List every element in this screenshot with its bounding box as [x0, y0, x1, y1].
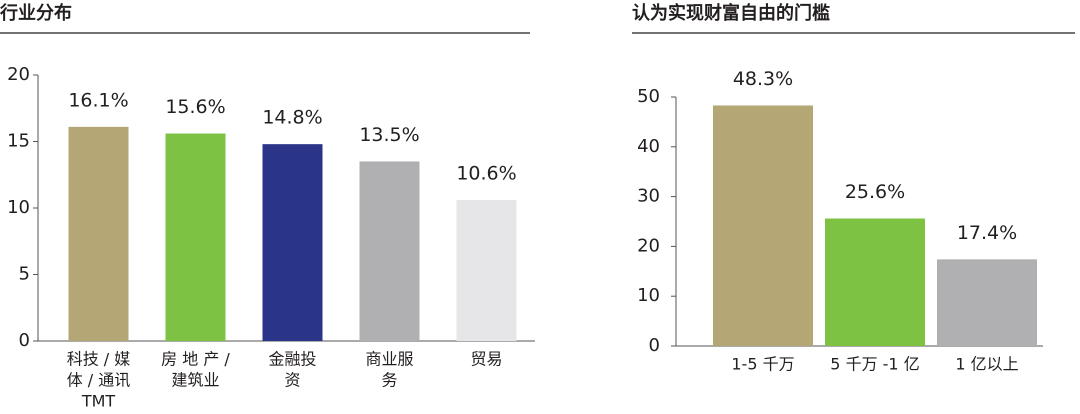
- chart-title: 行业分布: [0, 2, 72, 24]
- bar: [825, 218, 925, 346]
- x-tick-label: 金融投: [268, 350, 316, 369]
- value-label: 16.1%: [68, 89, 128, 111]
- chart-title: 认为实现财富自由的门槛: [632, 2, 830, 24]
- value-label: 25.6%: [845, 181, 905, 203]
- y-tick-label: 30: [637, 186, 660, 207]
- value-label: 13.5%: [359, 124, 419, 146]
- x-tick-label: 体 / 通讯: [67, 371, 131, 390]
- x-tick-label: 房 地 产 /: [161, 350, 230, 369]
- y-tick-label: 50: [637, 86, 660, 107]
- bar: [937, 259, 1037, 346]
- value-label: 14.8%: [262, 107, 322, 129]
- value-label: 17.4%: [957, 222, 1017, 244]
- x-tick-label: 务: [381, 371, 397, 390]
- x-tick-label: TMT: [81, 392, 116, 411]
- bar: [713, 105, 813, 346]
- x-tick-label: 建筑业: [171, 371, 219, 390]
- y-tick-label: 10: [637, 285, 660, 306]
- bar: [68, 126, 129, 342]
- y-tick-label: 0: [649, 335, 660, 356]
- bar: [359, 161, 420, 341]
- x-tick-label: 科技 / 媒: [67, 350, 131, 369]
- x-tick-label: 贸易: [470, 350, 502, 369]
- bar: [262, 144, 323, 341]
- y-tick-label: 5: [19, 264, 30, 285]
- y-tick-label: 20: [7, 64, 30, 85]
- x-tick-label: 资: [284, 371, 300, 390]
- y-tick-label: 15: [7, 131, 30, 152]
- bar: [165, 133, 226, 341]
- x-tick-label: 1 亿以上: [955, 355, 1018, 374]
- x-tick-label: 商业服: [365, 350, 413, 369]
- x-tick-label: 1-5 千万: [731, 355, 794, 374]
- y-tick-label: 0: [19, 330, 30, 351]
- value-label: 10.6%: [456, 163, 516, 185]
- y-tick-label: 40: [637, 136, 660, 157]
- y-tick-label: 10: [7, 197, 30, 218]
- value-label: 48.3%: [733, 68, 793, 90]
- bar: [456, 200, 517, 341]
- value-label: 15.6%: [165, 96, 225, 118]
- x-tick-label: 5 千万 -1 亿: [830, 355, 919, 374]
- y-tick-label: 20: [637, 235, 660, 256]
